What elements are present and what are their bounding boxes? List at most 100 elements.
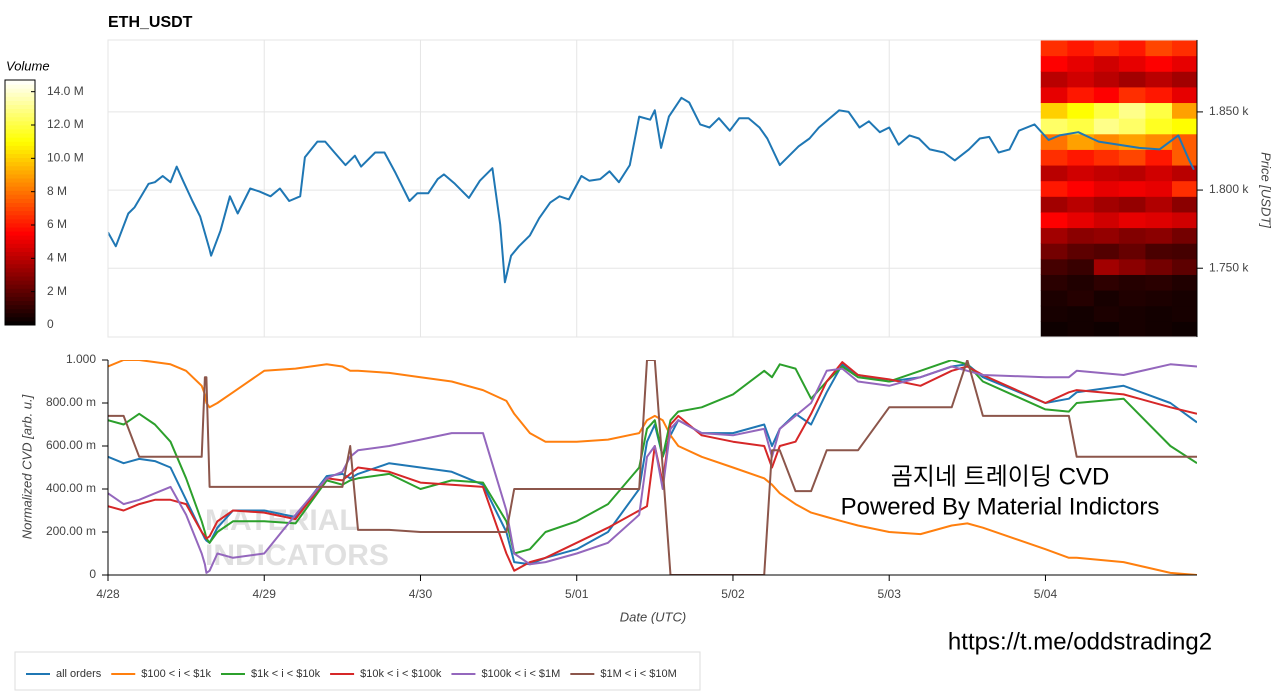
x-tick-label: 4/29 [253, 587, 277, 601]
colorbar-title: Volume [6, 58, 50, 73]
heatmap-cell [1172, 258, 1197, 275]
colorbar-segment [5, 137, 35, 142]
heatmap-cell [1093, 40, 1120, 57]
heatmap-cell [1040, 211, 1068, 229]
heatmap-cell [1172, 227, 1197, 244]
line-series [108, 360, 1197, 575]
heatmap-cell [1040, 40, 1068, 57]
heatmap-cell [1067, 227, 1095, 244]
heatmap-cell [1145, 149, 1173, 166]
colorbar-segment [5, 276, 35, 281]
heatmap-cell [1067, 71, 1095, 88]
heatmap-cell [1067, 321, 1095, 337]
heatmap-cell [1040, 321, 1068, 337]
colorbar-segment [5, 308, 35, 314]
colorbar-segment [5, 255, 35, 261]
heatmap-cell [1040, 55, 1068, 72]
heatmap-cell [1093, 102, 1120, 119]
colorbar-segment [5, 227, 35, 232]
heatmap-cell [1118, 290, 1146, 307]
y-tick-label: 1.850 k [1209, 104, 1249, 118]
heatmap-cell [1145, 305, 1173, 322]
colorbar-segment [5, 320, 35, 326]
heatmap-cell [1118, 118, 1146, 135]
y-axis-label: Normalized CVD [arb. u.] [19, 394, 34, 539]
colorbar-segment [5, 300, 35, 306]
colorbar-segment [5, 96, 35, 101]
plot-area [108, 360, 1197, 575]
heatmap-cell [1145, 86, 1173, 104]
heatmap-cell [1145, 290, 1173, 307]
heatmap-cell [1067, 55, 1095, 72]
heatmap-cell [1093, 211, 1120, 229]
heatmap-cell [1040, 165, 1068, 182]
colorbar-tick-label: 6 M [47, 217, 67, 231]
heatmap-cell [1093, 274, 1120, 291]
heatmap-cell [1040, 102, 1068, 119]
colorbar-segment [5, 271, 35, 277]
colorbar-segment [5, 194, 35, 199]
heatmap-cell [1172, 305, 1197, 322]
heatmap-cell [1040, 274, 1068, 291]
heatmap-cell [1093, 71, 1120, 88]
heatmap-cell [1172, 86, 1197, 104]
colorbar-segment [5, 235, 35, 240]
colorbar-segment [5, 169, 35, 175]
line-series [108, 363, 1197, 574]
heatmap-cell [1172, 180, 1197, 197]
colorbar-segment [5, 145, 35, 150]
y-tick-label: 1.800 k [1209, 182, 1249, 196]
colorbar-segment [5, 267, 35, 273]
colorbar-segment [5, 84, 35, 89]
plot-area [108, 40, 1197, 337]
heatmap-cell [1067, 118, 1095, 135]
heatmap-cell [1145, 165, 1173, 182]
heatmap-cell [1067, 258, 1095, 275]
heatmap-cell [1093, 305, 1120, 322]
y-tick-label: 200.00 m [46, 524, 96, 538]
colorbar-segment [5, 316, 35, 322]
colorbar-segment [5, 304, 35, 310]
heatmap-cell [1040, 258, 1068, 275]
heatmap-cell [1172, 321, 1197, 337]
heatmap-cell [1172, 40, 1197, 57]
colorbar-segment [5, 284, 35, 289]
heatmap-cell [1145, 102, 1173, 119]
heatmap-cell [1145, 243, 1173, 260]
colorbar-segment [5, 312, 35, 318]
plot-layer: 0 2 M 4 M 6 M 8 M 10.0 M 12.0 M 14.0 M 1.750 k 1.… [4, 39, 1249, 680]
colorbar-segment [5, 222, 35, 228]
heatmap-cell [1040, 305, 1068, 322]
y-axis-label: Price [USDT] [1259, 152, 1274, 228]
colorbar-segment [5, 292, 35, 297]
heatmap-cell [1093, 290, 1120, 307]
heatmap-cell [1172, 55, 1197, 72]
heatmap-cell [1172, 196, 1197, 213]
legend-label: $1k < i < $10k [251, 668, 321, 680]
heatmap-cell [1093, 55, 1120, 72]
heatmap-cell [1118, 227, 1146, 244]
colorbar-segment [5, 88, 35, 93]
heatmap-cell [1118, 102, 1146, 119]
colorbar-segment [5, 92, 35, 97]
heatmap-cell [1172, 243, 1197, 260]
heatmap-cell [1145, 55, 1173, 72]
colorbar-segment [5, 120, 35, 126]
heatmap-cell [1145, 40, 1173, 57]
legend-label: $100k < i < $1M [481, 668, 560, 680]
heatmap-cell [1145, 321, 1173, 337]
colorbar-tick-label: 14.0 M [47, 84, 84, 98]
heatmap-cell [1118, 305, 1146, 322]
colorbar-segment [5, 124, 35, 130]
x-axis-label: Date (UTC) [620, 609, 686, 624]
annotation: Powered By Material Indictors [841, 493, 1160, 520]
heatmap-cell [1118, 180, 1146, 197]
colorbar-segment [5, 133, 35, 138]
colorbar-segment [5, 178, 35, 183]
y-tick-label: 1.000 [66, 352, 96, 366]
colorbar-segment [5, 182, 35, 187]
colorbar-segment [5, 112, 35, 118]
plot-frame [107, 39, 1198, 338]
